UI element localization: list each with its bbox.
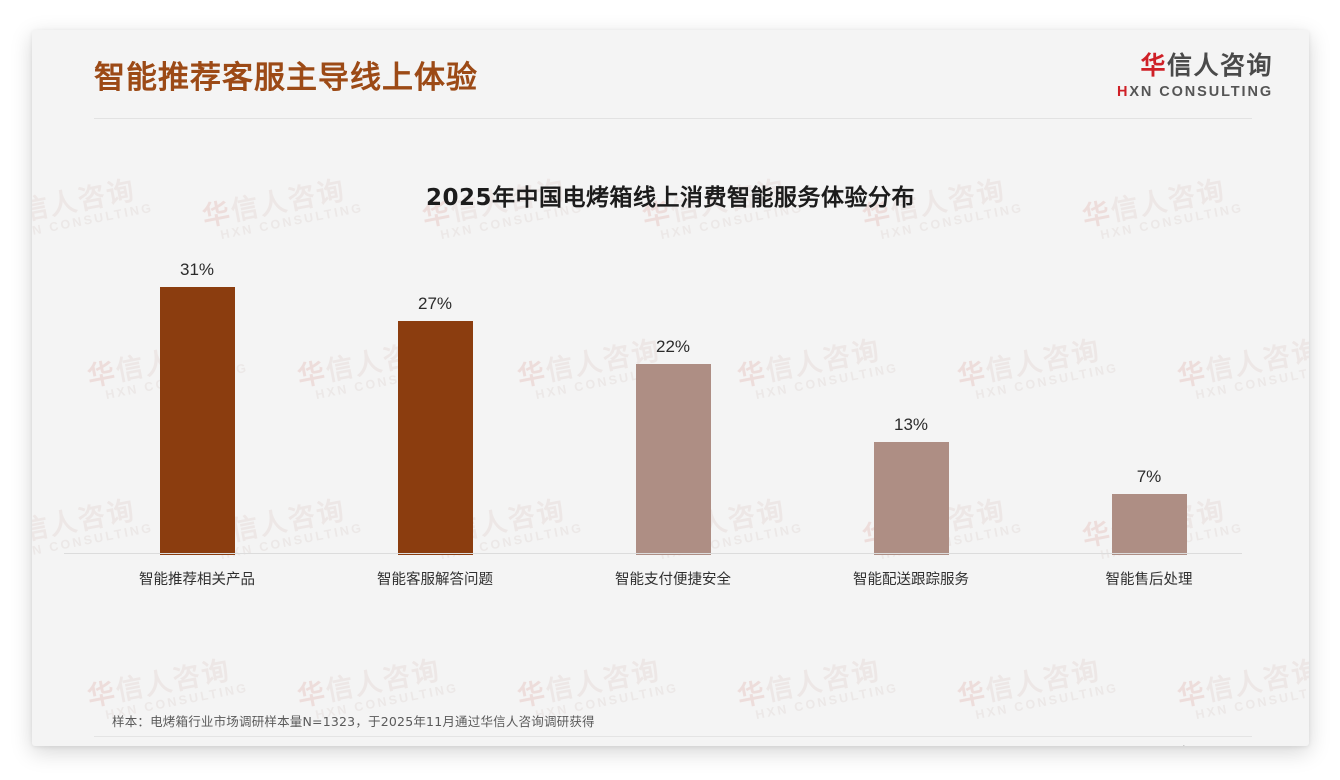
bar-column: 31% xyxy=(78,260,316,555)
watermark-chinese: 华信人咨询 xyxy=(955,654,1104,713)
source-note: 样本：电烤箱行业市场调研样本量N=1323，于2025年11月通过华信人咨询调研… xyxy=(112,714,595,729)
watermark-english: HXN CONSULTING xyxy=(754,680,900,723)
bar xyxy=(397,320,473,555)
logo-english-rest: XN CONSULTING xyxy=(1129,83,1273,100)
bar-column: 7% xyxy=(1030,260,1268,555)
category-label: 智能客服解答问题 xyxy=(377,572,493,588)
category-label: 智能配送跟踪服务 xyxy=(853,572,969,588)
bar-series: 31% 27% 22% 13% 7% xyxy=(78,260,1268,555)
copyright-text: ©2026.1 HXR华信人咨询 xyxy=(94,744,243,746)
category-label: 智能推荐相关产品 xyxy=(139,572,255,588)
bar-value-label: 7% xyxy=(1136,467,1162,487)
slide-header: 智能推荐客服主导线上体验 华信人咨询 HXN CONSULTING xyxy=(32,30,1309,120)
watermark-chinese: 华信人咨询 xyxy=(295,654,444,713)
website-link[interactable]: www.hxrcon.com xyxy=(1153,744,1247,746)
brand-logo: 华信人咨询 HXN CONSULTING xyxy=(1117,51,1273,100)
bar-value-label: 31% xyxy=(179,260,215,279)
category-label: 智能支付便捷安全 xyxy=(615,572,731,588)
bar-value-label: 13% xyxy=(893,415,929,435)
bar-column: 27% xyxy=(316,260,554,555)
page-title: 智能推荐客服主导线上体验 xyxy=(94,60,478,96)
bar xyxy=(873,442,949,555)
category-label: 智能售后处理 xyxy=(1105,572,1193,588)
logo-english-red: H xyxy=(1116,83,1130,100)
watermark-chinese: 华信人咨询 xyxy=(735,654,884,713)
watermark-english: HXN CONSULTING xyxy=(1194,680,1309,723)
logo-chinese: 华信人咨询 xyxy=(1117,51,1273,81)
watermark-english: HXN CONSULTING xyxy=(974,680,1120,723)
bar-value-label: 27% xyxy=(417,293,453,313)
header-divider xyxy=(94,118,1252,119)
logo-chinese-red: 华 xyxy=(1140,51,1167,80)
logo-chinese-rest: 信人咨询 xyxy=(1166,51,1273,80)
x-axis-line xyxy=(64,553,1242,554)
bar-value-label: 22% xyxy=(655,337,691,357)
watermark-chinese: 华信人咨询 xyxy=(85,654,234,713)
bar-column: 22% xyxy=(554,260,792,555)
bar-column: 13% xyxy=(792,260,1030,555)
category-axis-labels: 智能推荐相关产品 智能客服解答问题 智能支付便捷安全 智能配送跟踪服务 智能售后处理 xyxy=(78,568,1268,589)
watermark-chinese: 华信人咨询 xyxy=(1175,654,1309,713)
bar xyxy=(1111,494,1187,555)
bar xyxy=(159,287,235,555)
watermark-chinese: 华信人咨询 xyxy=(515,654,664,713)
logo-english: HXN CONSULTING xyxy=(1117,84,1273,100)
bar xyxy=(635,364,711,555)
chart-plot-area: 31% 27% 22% 13% 7% xyxy=(78,260,1268,555)
chart-title: 2025年中国电烤箱线上消费智能服务体验分布 xyxy=(425,185,915,211)
footer-divider xyxy=(94,736,1252,737)
